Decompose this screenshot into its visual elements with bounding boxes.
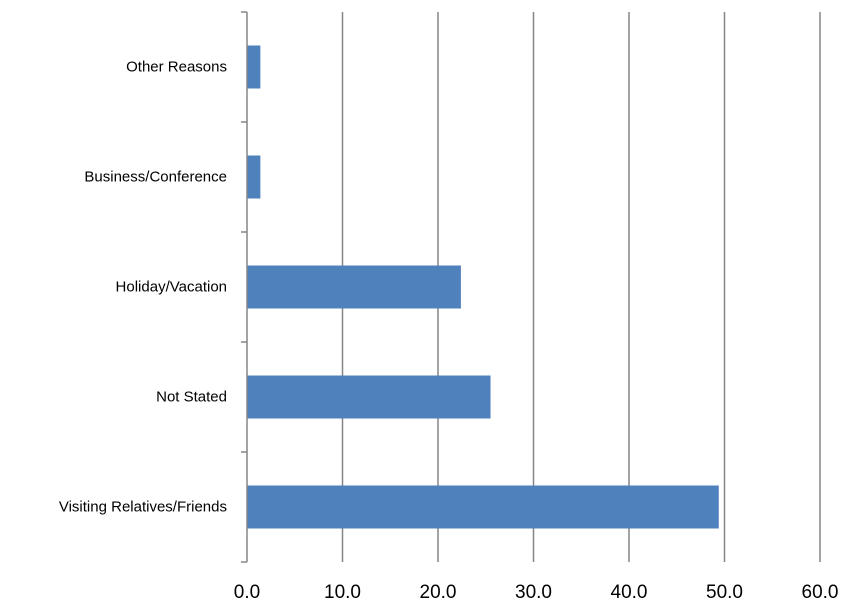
bars bbox=[247, 45, 719, 529]
gridlines bbox=[341, 12, 821, 562]
x-tick-label-4: 40.0 bbox=[611, 582, 648, 603]
bar-3 bbox=[247, 155, 261, 199]
category-label-0: Visiting Relatives/Friends bbox=[59, 499, 227, 516]
x-tick-label-5: 50.0 bbox=[706, 582, 743, 603]
x-tick-label-1: 10.0 bbox=[324, 582, 361, 603]
bar-1 bbox=[247, 375, 491, 419]
category-label-2: Holiday/Vacation bbox=[116, 279, 227, 296]
category-label-3: Business/Conference bbox=[84, 169, 227, 186]
axes bbox=[241, 11, 248, 563]
x-tick-label-2: 20.0 bbox=[420, 582, 457, 603]
bar-0 bbox=[247, 485, 719, 529]
category-label-4: Other Reasons bbox=[126, 59, 227, 76]
x-tick-label-0: 0.0 bbox=[234, 582, 260, 603]
category-label-1: Not Stated bbox=[156, 389, 227, 406]
x-tick-label-3: 30.0 bbox=[515, 582, 552, 603]
labels: Visiting Relatives/Friends Not Stated Holi… bbox=[59, 59, 839, 604]
bar-2 bbox=[247, 265, 461, 309]
bar-4 bbox=[247, 45, 261, 89]
x-tick-label-6: 60.0 bbox=[802, 582, 839, 603]
